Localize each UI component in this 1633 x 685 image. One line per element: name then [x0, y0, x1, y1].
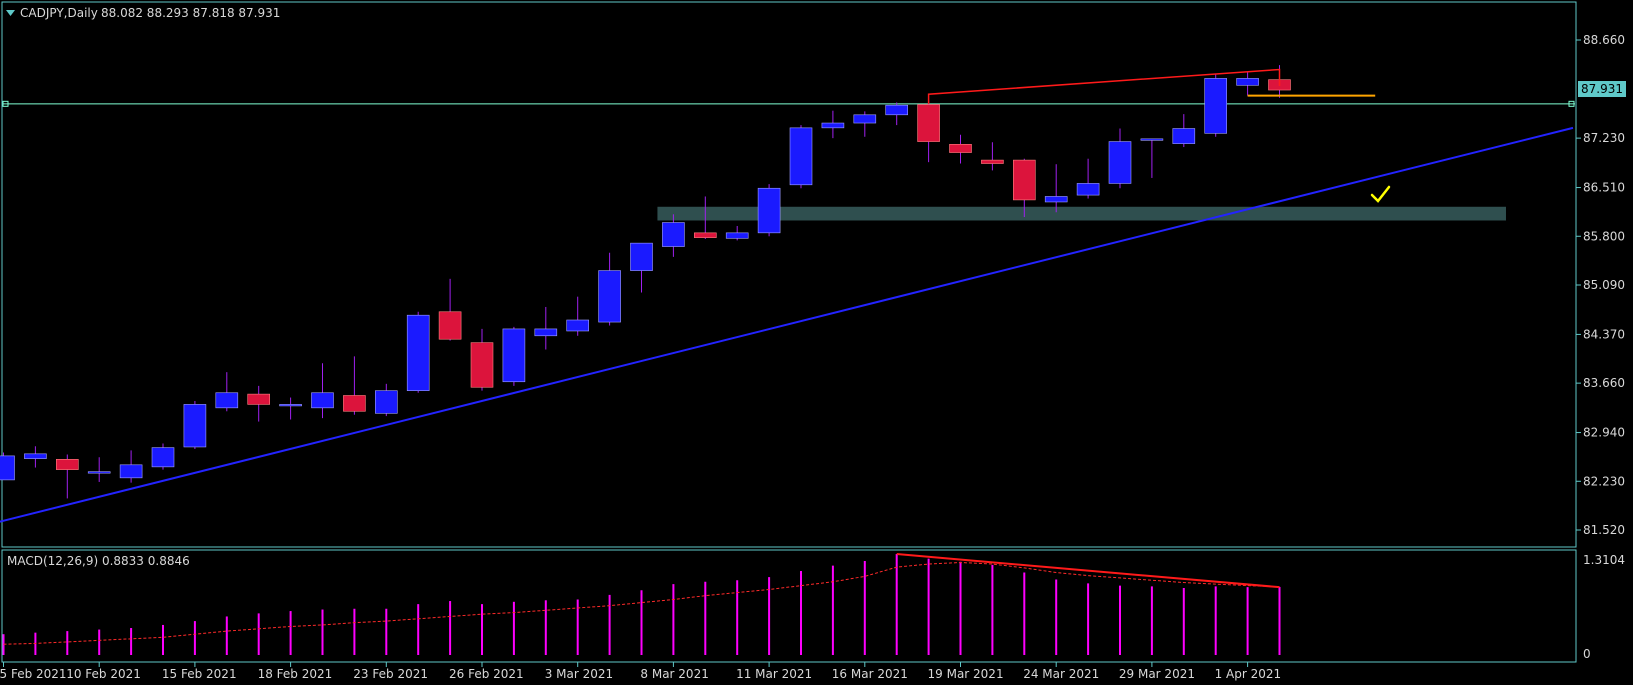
candle-body — [1044, 196, 1068, 203]
demand-zone — [657, 206, 1506, 221]
candle-body — [757, 187, 781, 234]
date-tick-label: 11 Mar 2021 — [736, 667, 812, 681]
date-tick-label: 8 Mar 2021 — [640, 667, 708, 681]
date-tick-label: 19 Mar 2021 — [928, 667, 1004, 681]
hline-handle-left — [2, 100, 9, 107]
candle-body — [343, 395, 366, 412]
macd-divergence-line — [896, 553, 1280, 589]
candles-layer — [0, 65, 1291, 499]
hline-handle-right — [1568, 100, 1575, 107]
macd-layer — [2, 553, 1281, 655]
candle-body — [1172, 128, 1196, 144]
price-tick-label: 84.370 — [1583, 327, 1625, 341]
candle-body — [981, 159, 1004, 164]
price-tick-label: 85.090 — [1583, 278, 1625, 292]
price-tick-label: 85.800 — [1583, 229, 1625, 243]
candle-body — [1140, 138, 1164, 141]
candle-body — [87, 471, 111, 474]
candle-body — [183, 404, 207, 448]
candle-body — [247, 393, 270, 405]
main-panel-frame — [1, 1, 1577, 548]
price-tick-label: 83.660 — [1583, 376, 1625, 390]
candle-body — [1012, 159, 1036, 201]
date-tick-label: 26 Feb 2021 — [449, 667, 524, 681]
candle-body — [0, 455, 15, 481]
price-tick-label: 82.940 — [1583, 426, 1625, 440]
current-price-label: 87.931 — [1581, 82, 1623, 96]
candle-body — [693, 232, 717, 238]
date-tick-label: 23 Feb 2021 — [353, 667, 428, 681]
candle-body — [949, 144, 972, 153]
macd-label: MACD(12,26,9) 0.8833 0.8846 — [7, 554, 190, 568]
price-tick-label: 82.230 — [1583, 474, 1625, 488]
candle-body — [821, 122, 845, 129]
candle-body — [279, 404, 302, 407]
candle-body — [470, 342, 494, 388]
candle-body — [662, 222, 685, 247]
date-tick-label: 5 Feb 2021 — [0, 667, 67, 681]
candle-body — [1236, 78, 1259, 86]
price-tick-label: 81.520 — [1583, 523, 1625, 537]
macd-axis-top: 1.3104 — [1583, 553, 1625, 567]
candle-body — [151, 447, 175, 468]
trendline-layer — [0, 126, 1574, 523]
candle-body — [853, 114, 877, 124]
symbol-label: CADJPY,Daily — [20, 6, 98, 20]
candle-body — [406, 314, 430, 391]
candle-body — [215, 392, 239, 409]
macd-axis-zero: 0 — [1583, 647, 1591, 661]
candle-body — [1204, 78, 1227, 134]
price-axis: 88.660 87.230 86.510 85.800 85.090 84.370 83.6… — [1576, 33, 1625, 537]
zone-layer — [657, 206, 1506, 221]
candle-body — [374, 390, 398, 414]
candle-body — [917, 104, 940, 142]
candle-body — [534, 328, 558, 337]
date-tick-label: 29 Mar 2021 — [1119, 667, 1195, 681]
date-tick-label: 18 Feb 2021 — [258, 667, 333, 681]
candle-body — [311, 392, 334, 409]
checkmark-icon — [1370, 185, 1391, 203]
date-tick-label: 16 Mar 2021 — [832, 667, 908, 681]
candle-body — [789, 127, 813, 186]
candle-body — [119, 464, 143, 479]
price-divergence-line — [927, 68, 1281, 104]
date-tick-label: 10 Feb 2021 — [66, 667, 141, 681]
price-tick-label: 86.510 — [1583, 181, 1625, 195]
hline-layer — [2, 100, 1575, 107]
candle-body — [598, 270, 621, 323]
price-tick-label: 87.230 — [1583, 131, 1625, 145]
annotation-layer — [927, 68, 1391, 203]
candle-body — [1108, 141, 1132, 184]
candle-body — [885, 104, 909, 116]
ascending-trendline — [0, 126, 1574, 523]
date-tick-label: 3 Mar 2021 — [545, 667, 613, 681]
candle-body — [566, 319, 590, 332]
date-tick-label: 1 Apr 2021 — [1215, 667, 1282, 681]
candle-body — [725, 232, 749, 239]
ohlc-values: 88.082 88.293 87.818 87.931 — [101, 6, 280, 20]
date-axis: 5 Feb 2021 10 Feb 2021 15 Feb 2021 18 Feb 2… — [0, 662, 1281, 681]
macd-panel-frame — [1, 549, 1577, 663]
candle-body — [1076, 183, 1100, 196]
candle-body — [630, 242, 653, 271]
price-tick-label: 88.660 — [1583, 33, 1625, 47]
candle-body — [502, 328, 526, 383]
candle-body — [55, 459, 79, 470]
candle-body — [24, 453, 47, 459]
candle-body — [438, 311, 462, 340]
date-tick-label: 15 Feb 2021 — [162, 667, 237, 681]
date-tick-label: 24 Mar 2021 — [1023, 667, 1099, 681]
current-price-tag — [1578, 81, 1626, 97]
collapse-triangle-icon[interactable] — [6, 10, 15, 16]
